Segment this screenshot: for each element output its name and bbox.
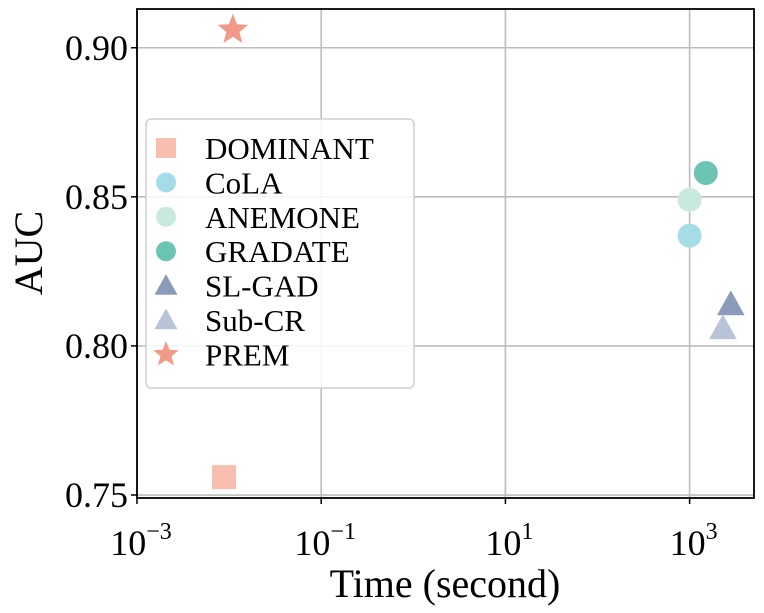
data-point-dominant <box>211 465 236 490</box>
legend-label-sub-cr: Sub-CR <box>205 303 305 338</box>
x-tick-label: 101 <box>485 519 533 563</box>
plot-frame <box>136 8 755 499</box>
legend-marker-sl-gad <box>154 274 178 295</box>
legend-marker-dominant <box>156 138 176 158</box>
x-tick-label: 10−3 <box>110 519 172 563</box>
data-point-cola <box>677 223 702 248</box>
legend-label-dominant: DOMINANT <box>205 131 374 166</box>
x-tick-label: 10−1 <box>294 519 356 563</box>
y-tick-label: 0.75 <box>65 475 128 515</box>
legend-marker-anemone <box>156 206 176 227</box>
legend-label-anemone: ANEMONE <box>205 200 360 235</box>
legend: DOMINANTCoLAANEMONEGRADATESL-GADSub-CRPR… <box>145 118 415 389</box>
legend-marker-prem <box>153 340 179 366</box>
data-points <box>211 13 745 490</box>
legend-marker-sub-cr <box>154 308 178 330</box>
x-axis: 10−3 10−1 101 103 <box>110 498 718 563</box>
y-axis-label: AUC <box>6 211 51 295</box>
y-axis: 0.75 0.80 0.85 0.90 <box>65 28 137 515</box>
data-point-sub-cr <box>709 314 737 340</box>
y-tick-label: 0.85 <box>65 177 128 217</box>
legend-label-sl-gad: SL-GAD <box>205 269 319 304</box>
legend-label-prem: PREM <box>205 337 289 372</box>
data-point-sl-gad <box>717 290 745 316</box>
legend-box <box>145 118 415 389</box>
x-tick-label: 103 <box>670 519 718 563</box>
x-axis-label: Time (second) <box>330 561 561 606</box>
legend-marker-gradate <box>156 241 176 262</box>
y-tick-label: 0.90 <box>65 28 128 68</box>
y-tick-label: 0.80 <box>65 326 128 366</box>
legend-label-gradate: GRADATE <box>205 234 350 269</box>
data-point-prem <box>217 13 249 43</box>
data-point-gradate <box>693 160 718 185</box>
legend-label-cola: CoLA <box>205 165 283 200</box>
legend-marker-cola <box>156 172 176 193</box>
data-point-anemone <box>677 187 702 212</box>
